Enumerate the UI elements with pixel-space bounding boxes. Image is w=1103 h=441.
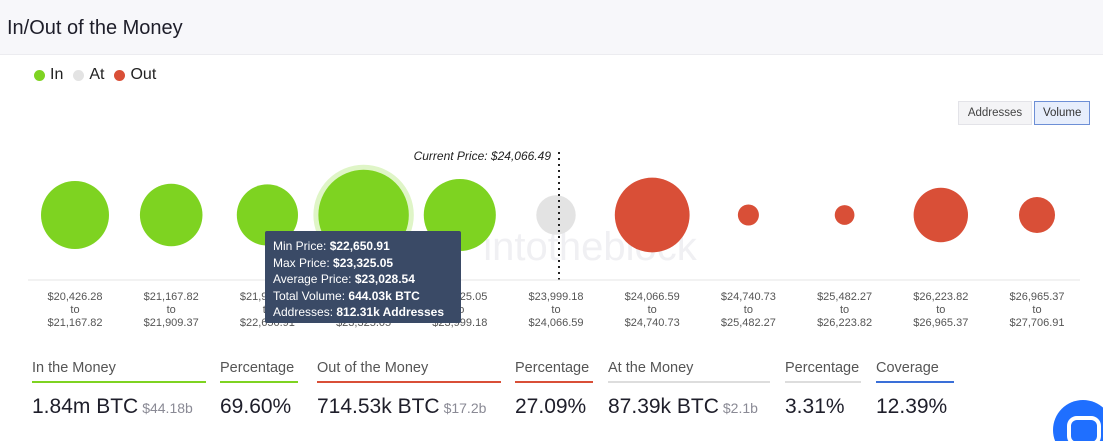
tick-label-to: to [648,304,657,316]
header-bar: In/Out of the Money [0,0,1103,55]
stat-percentage: Percentage 69.60% [220,360,298,419]
tick-label-price: $24,066.59 [528,317,583,329]
bubble-in[interactable] [139,183,203,247]
stat-label: Percentage [515,360,593,383]
page-title: In/Out of the Money [7,17,183,39]
bubble-out[interactable] [913,187,968,243]
stat-usd-value: $17.2b [443,400,487,416]
tick-label-price: $27,706.91 [1009,317,1064,329]
tooltip-max-row: Max Price: $23,325.05 [273,255,453,272]
tick-label-to: to [840,304,849,316]
tooltip-addr-value: 812.31k Addresses [336,305,445,319]
stat-value: 27.09% [515,395,587,418]
bubble-at[interactable] [536,195,576,235]
tick-label-to: to [167,304,176,316]
tooltip-min-label: Min Price: [273,239,327,253]
stat-value: 1.84m BTC $44.18b [32,395,193,418]
stat-label: Percentage [220,360,298,383]
tick-label-price: $26,965.37 [1009,291,1064,303]
stat-out-of-the-money: Out of the Money 714.53k BTC $17.2b [317,360,501,419]
current-price-label: Current Price: $24,066.49 [414,149,552,163]
stat-value: 12.39% [876,395,948,418]
legend: In At Out [34,66,156,84]
tooltip-avg-value: $23,028.54 [354,272,415,286]
bubble-out[interactable] [834,205,855,225]
stat-coverage: Coverage 12.39% [876,360,954,419]
tick-label-price: $23,999.18 [528,291,583,303]
tooltip-min-value: $22,650.91 [329,239,390,253]
stat-label: In the Money [32,360,206,383]
legend-item-in[interactable]: In [34,66,63,84]
tooltip-max-label: Max Price: [273,255,330,270]
tick-label-to: to [551,304,560,316]
tooltip-addr-label: Addresses: [273,305,334,319]
tick-label-price: $24,066.59 [625,291,680,303]
tooltip-vol-label: Total Volume: [273,288,346,303]
legend-dot-in [34,69,45,81]
bubble-chart: intotheblock Current Price: $24,066.49 $… [28,149,1080,329]
tooltip-vol-value: 644.03k BTC [348,288,420,303]
tick-label-price: $25,482.27 [817,291,872,303]
tick-label-price: $24,740.73 [625,317,680,329]
tooltip-vol-row: Total Volume: 644.03k BTC [273,288,453,305]
stat-label: Coverage [876,360,954,383]
tick-label-to: to [744,304,753,316]
legend-label-in: In [50,66,64,83]
stat-label: At the Money [608,360,770,383]
stat-in-the-money: In the Money 1.84m BTC $44.18b [32,360,206,419]
tooltip-max-value: $23,325.05 [333,255,394,270]
tick-label-price: $21,167.82 [47,317,102,329]
bubble-in[interactable] [236,184,298,246]
legend-dot-at [73,69,85,81]
tooltip-addr-row: Addresses: 812.31k Addresses [273,304,453,321]
tick-label-to: to [70,304,79,316]
tooltip-avg-row: Average Price: $23,028.54 [273,271,453,288]
bubble-out[interactable] [737,204,759,226]
tick-label-price: $26,223.82 [817,317,872,329]
bubble-out[interactable] [1018,196,1056,234]
legend-item-out[interactable]: Out [114,66,156,84]
tick-label-price: $25,482.27 [721,317,776,329]
legend-dot-out [114,69,126,81]
legend-label-out: Out [130,66,157,83]
tick-label-price: $21,167.82 [144,291,199,303]
stat-value: 87.39k BTC $2.1b [608,395,758,418]
stat-label: Out of the Money [317,360,501,383]
legend-label-at: At [89,66,105,83]
stat-usd-value: $44.18b [142,400,193,416]
stat-value: 3.31% [785,395,845,418]
bubble-out[interactable] [614,177,690,253]
stat-label: Percentage [785,360,861,383]
tick-label-price: $26,965.37 [913,317,968,329]
tick-label-price: $21,909.37 [144,317,199,329]
stat-value: 714.53k BTC $17.2b [317,395,487,418]
stats-row: In the Money 1.84m BTC $44.18b Percentage 69… [0,360,1103,441]
bubble-in[interactable] [41,181,109,249]
stat-at-the-money: At the Money 87.39k BTC $2.1b [608,360,770,419]
stat-usd-value: $2.1b [722,400,758,416]
legend-item-at[interactable]: At [73,66,104,84]
tooltip-min-row: Min Price: $22,650.91 [273,238,453,255]
tick-label-price: $20,426.28 [47,291,102,303]
stat-percentage: Percentage 27.09% [515,360,593,419]
tick-label-price: $26,223.82 [913,291,968,303]
volume-toggle-button[interactable]: Volume [1034,101,1090,125]
tick-label-to: to [936,304,945,316]
stat-percentage: Percentage 3.31% [785,360,861,419]
tooltip-avg-label: Average Price: [273,272,352,286]
addresses-toggle-button[interactable]: Addresses [958,101,1032,125]
bubble-tooltip: Min Price: $22,650.91 Max Price: $23,325… [265,231,461,323]
tick-label-price: $24,740.73 [721,291,776,303]
tick-label-to: to [1032,304,1041,316]
stat-value: 69.60% [220,395,292,418]
